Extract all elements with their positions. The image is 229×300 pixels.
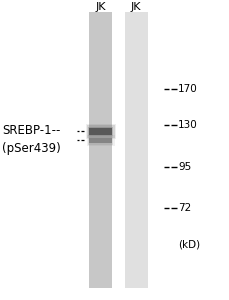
Bar [88,127,113,136]
Text: JK: JK [95,2,106,13]
Text: 95: 95 [178,161,191,172]
Bar [88,136,113,145]
Bar [87,135,114,146]
Bar [86,124,116,139]
Text: (kD): (kD) [178,239,200,250]
Text: SREBP-1--: SREBP-1-- [2,124,61,137]
Bar [87,125,114,138]
Bar [89,128,112,135]
Bar [125,12,148,288]
Text: (pSer439): (pSer439) [2,142,61,155]
Text: 170: 170 [178,83,198,94]
Bar [89,138,112,143]
Text: 72: 72 [178,203,191,214]
Text: 130: 130 [178,119,198,130]
Text: JK: JK [131,2,142,13]
Bar [89,12,112,288]
